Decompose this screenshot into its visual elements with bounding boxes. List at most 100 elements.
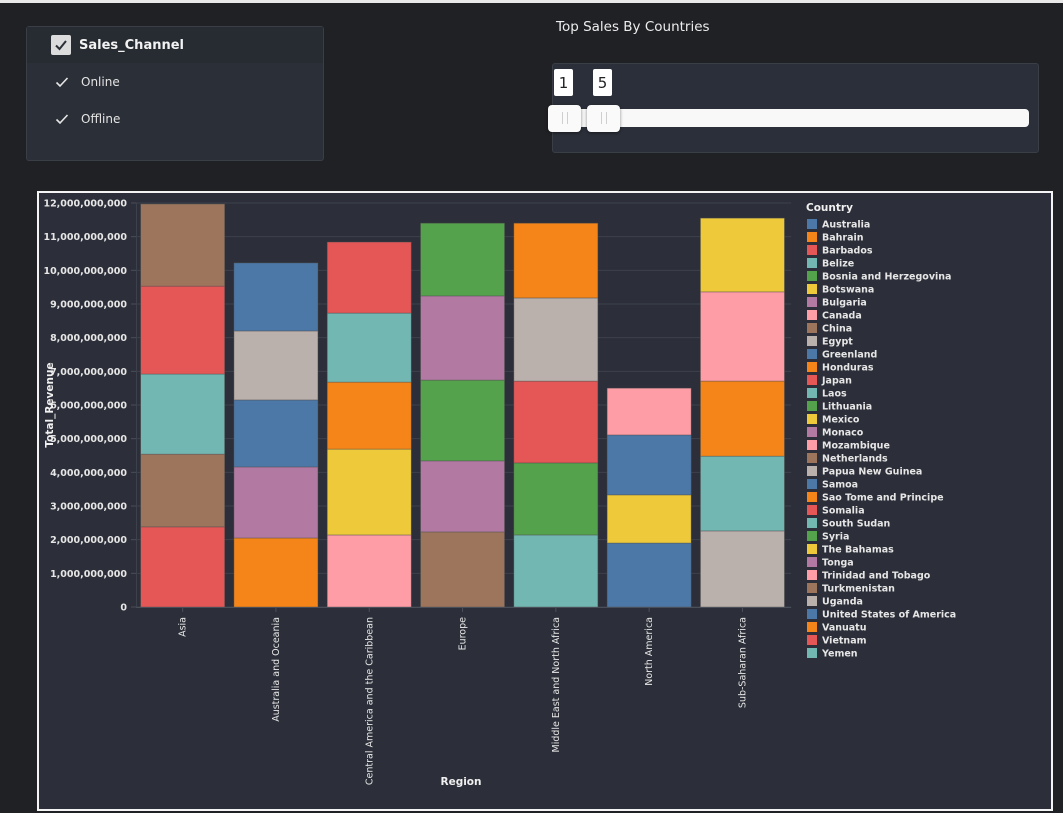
bar-stack-5: United States of AmericaMexicoGreenlandC…: [606, 387, 692, 608]
bar-segment[interactable]: The Bahamas: [326, 448, 412, 536]
legend-item[interactable]: Monaco: [807, 427, 864, 439]
bar-segment[interactable]: Honduras: [326, 381, 412, 450]
slider-high-handle[interactable]: [587, 105, 620, 132]
bar-segment[interactable]: Japan: [140, 526, 226, 608]
bar-segment[interactable]: Egypt: [513, 297, 599, 382]
legend-item[interactable]: Trinidad and Tobago: [807, 570, 931, 582]
legend-label: Uganda: [822, 597, 863, 608]
legend-item[interactable]: Honduras: [807, 362, 874, 374]
bar-segment[interactable]: Lithuania: [420, 379, 505, 462]
legend-item[interactable]: Sao Tome and Principe: [807, 492, 944, 504]
bar-segment[interactable]: Syria: [513, 462, 599, 536]
legend-item[interactable]: Greenland: [807, 349, 877, 361]
legend-item[interactable]: Barbados: [807, 245, 873, 257]
legend-item[interactable]: Belize: [807, 258, 854, 270]
legend-item[interactable]: South Sudan: [807, 518, 891, 530]
bar-segment[interactable]: Yemen: [513, 534, 599, 608]
bar-stack-4: YemenSyriaSomaliaEgyptBahrain: [513, 222, 599, 608]
bar-segment[interactable]: Canada: [606, 387, 692, 436]
legend-item[interactable]: Bahrain: [807, 232, 864, 244]
filter-header[interactable]: Sales_Channel: [27, 27, 323, 63]
legend-item[interactable]: Mozambique: [807, 440, 890, 452]
bar-segment[interactable]: Vietnam: [140, 285, 226, 375]
legend-item[interactable]: Canada: [807, 310, 862, 322]
bar-segment[interactable]: Somalia: [513, 380, 599, 464]
online-checkbox[interactable]: [53, 73, 71, 91]
slider-title: Top Sales By Countries: [556, 19, 710, 35]
bar-segment[interactable]: Australia: [233, 262, 319, 332]
bar-segment[interactable]: Mozambique: [700, 291, 785, 382]
legend-item[interactable]: Japan: [807, 375, 852, 387]
legend-item[interactable]: Vanuatu: [807, 622, 867, 634]
legend-item[interactable]: Yemen: [807, 648, 858, 660]
filter-option-online[interactable]: Online: [27, 63, 323, 100]
bar-segment[interactable]: Samoa: [233, 399, 319, 468]
offline-checkbox[interactable]: [53, 110, 71, 128]
legend-item[interactable]: Australia: [807, 219, 870, 231]
bar-segment[interactable]: Tonga: [233, 466, 319, 539]
legend-item[interactable]: Bosnia and Herzegovina: [807, 271, 951, 283]
legend-item[interactable]: Syria: [807, 531, 849, 543]
legend-item[interactable]: Papua New Guinea: [807, 466, 922, 478]
bar-segment[interactable]: China: [140, 453, 226, 528]
bars: JapanChinaLaosVietnamTurkmenistan Vanuatu…: [140, 203, 785, 608]
bar-stack-6: UgandaSouth SudanSao Tome and PrincipeMo…: [700, 217, 785, 608]
bar-segment[interactable]: Uganda: [700, 530, 785, 608]
bar-segment[interactable]: Greenland: [606, 434, 692, 496]
legend-item[interactable]: Lithuania: [807, 401, 872, 413]
bar-segment[interactable]: Bahrain: [513, 222, 599, 299]
legend-item[interactable]: China: [807, 323, 852, 335]
slider-high-value: 5: [593, 69, 612, 96]
bar-segment[interactable]: Vanuatu: [233, 537, 319, 608]
legend-item[interactable]: Vietnam: [807, 635, 867, 647]
legend-label: Mexico: [822, 415, 860, 426]
legend-label: Egypt: [822, 337, 853, 348]
slider-low-value: 1: [554, 69, 573, 96]
revenue-chart-panel: 0 1,000,000,000 2,000,000,000 3,000,000,000…: [37, 191, 1053, 811]
y-axis-ticks: 0 1,000,000,000 2,000,000,000 3,000,000,000…: [43, 199, 136, 614]
legend-label: Barbados: [822, 246, 873, 257]
legend-label: Tonga: [822, 558, 854, 569]
bar-segment[interactable]: Monaco: [420, 460, 505, 533]
bar-segment[interactable]: Botswana: [700, 217, 785, 293]
legend-item[interactable]: Netherlands: [807, 453, 888, 465]
legend-item[interactable]: The Bahamas: [807, 544, 894, 556]
bar-segment[interactable]: Belize: [326, 312, 412, 383]
legend-swatch: [807, 453, 817, 463]
filter-option-offline[interactable]: Offline: [27, 100, 323, 137]
legend-label: The Bahamas: [822, 545, 894, 556]
x-tick-label: Asia: [178, 617, 189, 637]
checkmark-icon: [55, 113, 69, 124]
legend-item[interactable]: Samoa: [807, 479, 858, 491]
legend-swatch: [807, 466, 817, 476]
bar-segment[interactable]: Turkmenistan: [140, 203, 226, 287]
slider-track[interactable]: [553, 109, 1029, 127]
bar-segment[interactable]: Mexico: [606, 494, 692, 544]
bar-segment[interactable]: Bulgaria: [420, 295, 505, 381]
bar-segment[interactable]: Bosnia and Herzegovina: [420, 222, 505, 297]
legend-item[interactable]: Mexico: [807, 414, 860, 426]
bar-segment[interactable]: Trinidad and Tobago: [326, 534, 412, 608]
stacked-bar-chart: 0 1,000,000,000 2,000,000,000 3,000,000,000…: [43, 199, 956, 789]
legend-item[interactable]: Egypt: [807, 336, 853, 348]
bar-segment[interactable]: Barbados: [326, 241, 412, 314]
legend-item[interactable]: Uganda: [807, 596, 863, 608]
legend-swatch: [807, 544, 817, 554]
select-all-checkbox[interactable]: [51, 35, 71, 55]
legend-item[interactable]: Tonga: [807, 557, 854, 569]
legend-item[interactable]: United States of America: [807, 609, 956, 621]
x-tick-label: Europe: [458, 617, 469, 651]
legend-item[interactable]: Turkmenistan: [807, 583, 895, 595]
bar-stack-3: NetherlandsMonacoLithuaniaBulgariaBosnia…: [420, 222, 505, 608]
legend-item[interactable]: Bulgaria: [807, 297, 867, 309]
bar-segment[interactable]: United States of America: [606, 542, 692, 608]
bar-segment[interactable]: South Sudan: [700, 455, 785, 532]
bar-segment[interactable]: Sao Tome and Principe: [700, 380, 785, 457]
bar-segment[interactable]: Laos: [140, 373, 226, 455]
legend-item[interactable]: Laos: [807, 388, 847, 400]
legend-item[interactable]: Somalia: [807, 505, 865, 517]
legend-item[interactable]: Botswana: [807, 284, 874, 296]
bar-segment[interactable]: Netherlands: [420, 531, 505, 608]
bar-segment[interactable]: Papua New Guinea: [233, 330, 319, 401]
slider-low-handle[interactable]: [548, 105, 581, 132]
